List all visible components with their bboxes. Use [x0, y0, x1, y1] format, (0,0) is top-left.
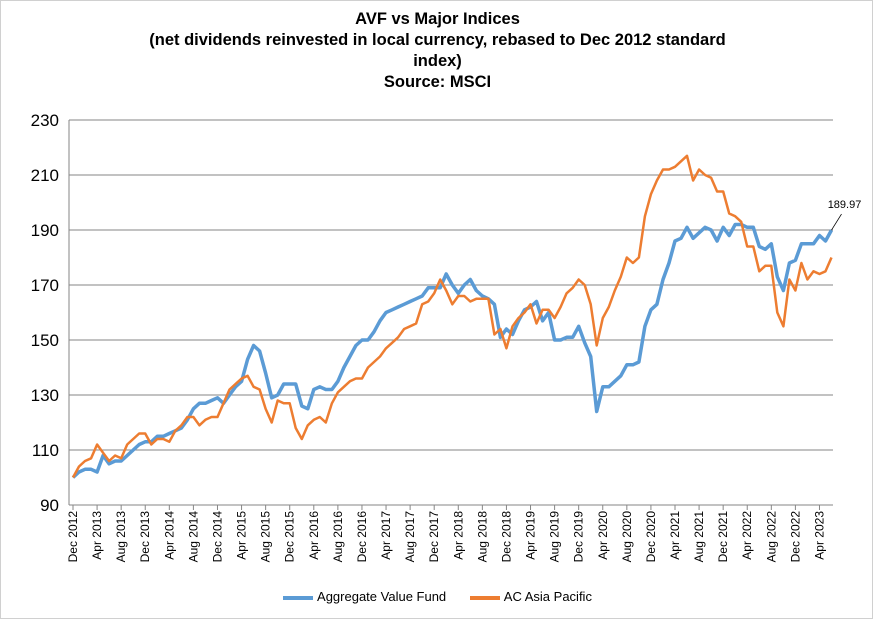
x-tick-label: Apr 2023: [812, 511, 826, 560]
x-tick-label: Apr 2017: [379, 511, 393, 560]
series-line-ac-asia-pacific: [71, 154, 833, 479]
x-tick-label: Aug 2018: [475, 511, 489, 563]
x-tick-label: Apr 2016: [307, 511, 321, 560]
x-tick-label: Aug 2022: [764, 511, 778, 563]
legend-swatch: [283, 595, 314, 600]
y-tick-label: 210: [31, 166, 59, 185]
y-tick-label: 130: [31, 386, 59, 405]
x-tick-label: Dec 2014: [210, 511, 224, 563]
annotation-leader: [831, 213, 842, 231]
chart-title: AVF vs Major Indices (net dividends rein…: [1, 9, 873, 93]
x-tick-label: Apr 2020: [596, 511, 610, 560]
y-tick-label: 230: [31, 111, 59, 130]
x-tick-label: Apr 2018: [451, 511, 465, 560]
x-tick-label: Dec 2017: [427, 511, 441, 563]
x-tick-label: Dec 2021: [716, 511, 730, 563]
y-tick-label: 190: [31, 221, 59, 240]
x-tick-label: Apr 2014: [162, 511, 176, 560]
title-line-4: Source: MSCI: [383, 73, 492, 91]
y-tick-label: 90: [40, 496, 59, 515]
title-line-3: index): [413, 52, 462, 70]
x-tick-label: Apr 2022: [740, 511, 754, 560]
x-tick-label: Aug 2014: [186, 511, 200, 563]
x-tick-label: Dec 2019: [572, 511, 586, 563]
x-tick-label: Dec 2020: [644, 511, 658, 563]
legend-label: AC Asia Pacific: [503, 589, 592, 604]
x-tick-label: Aug 2016: [331, 511, 345, 563]
title-line-1: AVF vs Major Indices: [355, 10, 520, 28]
x-tick-label: Dec 2016: [355, 511, 369, 563]
x-tick-label: Dec 2012: [66, 511, 80, 563]
x-tick-label: Dec 2018: [499, 511, 513, 563]
x-tick-label: Aug 2021: [692, 511, 706, 563]
x-tick-label: Dec 2015: [283, 511, 297, 563]
legend: Aggregate Value Fund AC Asia Pacific: [1, 589, 873, 604]
x-tick-label: Apr 2021: [668, 511, 682, 560]
x-tick-label: Dec 2013: [138, 511, 152, 563]
legend-label: Aggregate Value Fund: [317, 589, 447, 604]
y-tick-label: 110: [32, 441, 59, 460]
x-tick-label: Apr 2015: [235, 511, 249, 560]
legend-swatch: [469, 595, 500, 600]
data-label-last-value: 189.97: [828, 199, 862, 211]
x-tick-label: Aug 2015: [259, 511, 273, 563]
legend-item-avf: Aggregate Value Fund: [283, 589, 446, 604]
legend-item-acap: AC Asia Pacific: [469, 589, 592, 604]
series-line-aggregate-value-fund: [71, 222, 834, 479]
x-tick-label: Apr 2013: [90, 511, 104, 560]
x-tick-label: Dec 2022: [788, 511, 802, 563]
x-tick-label: Aug 2020: [620, 511, 634, 563]
x-tick-label: Aug 2019: [548, 511, 562, 563]
y-tick-label: 150: [31, 331, 59, 350]
x-tick-label: Apr 2019: [524, 511, 538, 560]
title-line-2: (net dividends reinvested in local curre…: [149, 31, 726, 49]
x-tick-label: Aug 2017: [403, 511, 417, 563]
y-tick-label: 170: [31, 276, 59, 295]
x-tick-label: Aug 2013: [114, 511, 128, 563]
